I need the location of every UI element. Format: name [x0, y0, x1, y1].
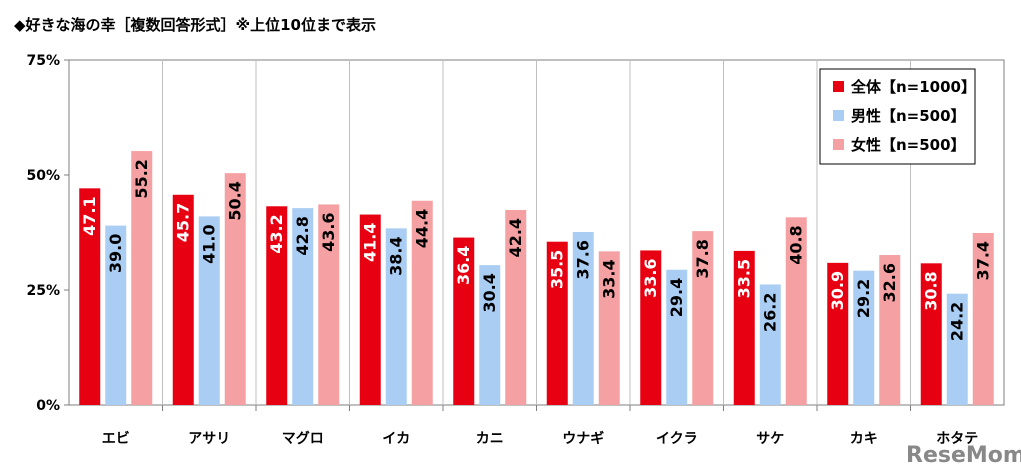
bar	[411, 200, 433, 405]
bar	[479, 265, 501, 405]
data-label: 29.2	[854, 279, 873, 318]
data-label: 40.8	[787, 225, 806, 264]
data-label: 43.6	[319, 212, 338, 251]
bar	[853, 270, 875, 405]
data-label: 37.4	[974, 241, 993, 280]
plot-area: 0% 25% 50% 75% 47.1 39.0 55.2 エビ 45.7 41.0 50.4 アサリ…	[26, 53, 1005, 447]
bar	[946, 293, 968, 405]
bar	[505, 209, 527, 405]
chart-title: ◆好きな海の幸［複数回答形式］※上位10位まで表示	[14, 16, 376, 34]
bar	[879, 255, 901, 405]
bar	[546, 241, 568, 405]
bar	[785, 217, 807, 405]
x-tick-label: マグロ	[282, 430, 324, 447]
bar	[224, 173, 246, 405]
y-tick-label: 25%	[26, 283, 60, 299]
legend-swatch	[833, 81, 844, 92]
bar	[131, 151, 153, 405]
bar	[692, 231, 714, 405]
data-label: 29.4	[667, 278, 686, 317]
bar	[79, 188, 101, 405]
legend-swatch	[833, 110, 844, 121]
bar	[972, 232, 994, 405]
bar	[733, 250, 755, 405]
data-label: 43.2	[267, 214, 286, 253]
data-label: 45.7	[174, 203, 193, 242]
legend-box	[819, 68, 976, 165]
watermark-logo: ReseMom	[906, 443, 1021, 468]
data-label: 33.5	[735, 259, 754, 298]
y-tick-label: 0%	[36, 398, 60, 414]
data-label: 44.4	[413, 209, 432, 248]
bar	[640, 250, 662, 405]
data-label: 42.8	[293, 216, 312, 255]
data-label: 47.1	[80, 196, 99, 235]
legend-swatch	[833, 139, 844, 150]
x-tick-label: ホタテ	[936, 431, 978, 447]
bar	[198, 216, 220, 405]
data-label: 37.8	[693, 239, 712, 278]
data-label: 39.0	[106, 234, 125, 273]
data-label: 30.9	[828, 271, 847, 310]
bar	[266, 206, 288, 405]
data-label: 33.4	[600, 259, 619, 298]
data-label: 30.4	[480, 273, 499, 312]
x-tick-label: サケ	[756, 431, 784, 447]
bar	[920, 263, 942, 405]
x-tick-label: ウナギ	[562, 430, 604, 447]
bar	[572, 232, 594, 405]
bar	[453, 237, 475, 405]
legend-label: 女性【n=500】	[851, 136, 966, 154]
bar	[359, 214, 381, 405]
data-label: 55.2	[132, 159, 151, 198]
data-label: 35.5	[548, 250, 567, 289]
data-label: 38.4	[387, 236, 406, 275]
x-tick-label: イカ	[382, 431, 410, 447]
x-tick-label: エビ	[102, 431, 130, 447]
data-label: 50.4	[226, 181, 245, 220]
data-label: 32.6	[880, 263, 899, 302]
bar	[598, 251, 620, 405]
data-label: 42.4	[506, 218, 525, 257]
data-label: 26.2	[761, 292, 780, 331]
bar	[666, 269, 688, 405]
x-tick-label: イクラ	[656, 431, 698, 447]
legend-label: 男性【n=500】	[851, 107, 966, 125]
x-tick-label: アサリ	[188, 431, 230, 447]
data-label: 37.6	[574, 240, 593, 279]
bar	[827, 262, 849, 405]
bar	[385, 228, 407, 405]
legend-label: 全体【n=1000】	[850, 78, 976, 96]
legend: 全体【n=1000】男性【n=500】女性【n=500】	[819, 68, 976, 165]
data-label: 30.8	[922, 271, 941, 310]
data-label: 36.4	[454, 246, 473, 285]
x-tick-label: カキ	[850, 431, 878, 447]
bar	[759, 284, 781, 405]
data-label: 24.2	[948, 302, 967, 341]
data-label: 41.4	[361, 223, 380, 262]
bar	[318, 204, 340, 405]
bar	[292, 208, 314, 405]
y-tick-label: 75%	[26, 53, 60, 69]
y-tick-label: 50%	[26, 168, 60, 184]
data-label: 33.6	[641, 258, 660, 297]
bar	[105, 225, 127, 405]
x-tick-label: カニ	[476, 431, 504, 447]
data-label: 41.0	[200, 224, 219, 263]
bar	[172, 194, 194, 405]
